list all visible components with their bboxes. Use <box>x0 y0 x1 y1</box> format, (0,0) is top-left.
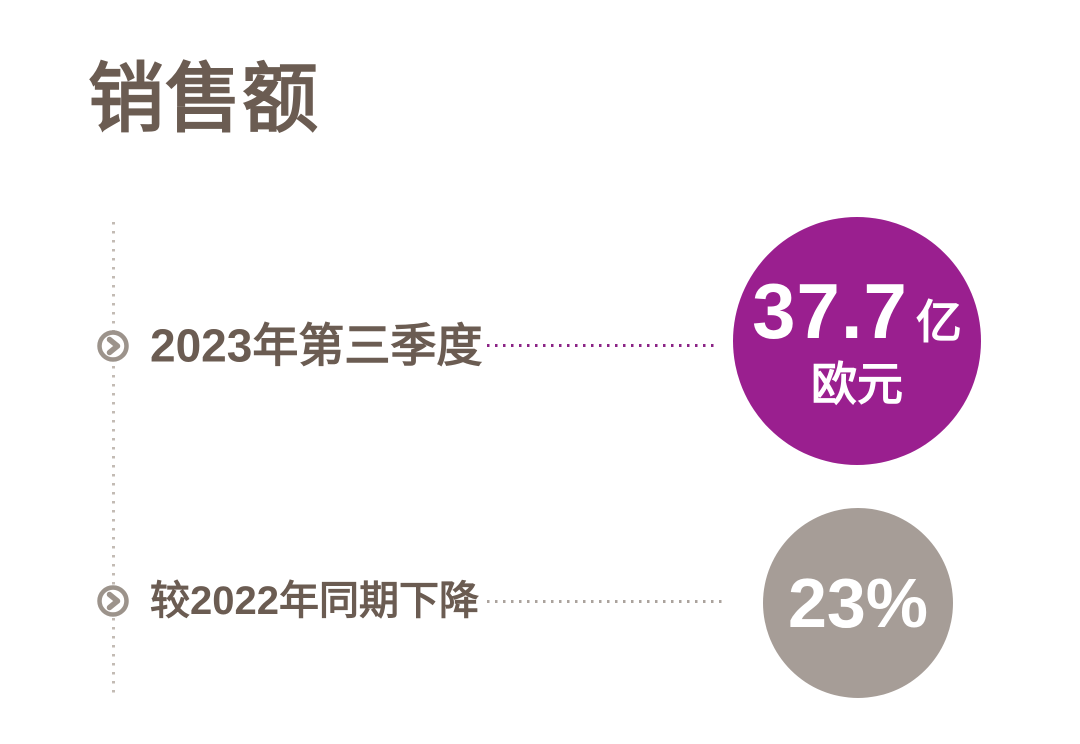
sales-value-line: 37.7 亿 <box>752 272 962 350</box>
leader-dotted-line-decline <box>487 600 727 603</box>
stat-circle-sales: 37.7 亿 欧元 <box>733 217 981 465</box>
timeline-dotted-line <box>112 222 115 694</box>
chevron-circle-icon <box>96 329 130 363</box>
chevron-circle-icon <box>96 584 130 618</box>
stat-circle-decline: 23% <box>763 508 953 698</box>
label-q3-2023: 2023年第三季度 <box>150 319 483 372</box>
label-yoy-decline: 较2022年同期下降 <box>150 579 479 623</box>
page-title: 销售额 <box>88 57 319 142</box>
sales-currency: 欧元 <box>811 357 903 410</box>
leader-dotted-line-sales <box>487 344 715 347</box>
sales-value: 37.7 <box>752 266 908 355</box>
sales-value-unit: 亿 <box>915 295 962 348</box>
decline-percentage: 23% <box>787 564 929 642</box>
